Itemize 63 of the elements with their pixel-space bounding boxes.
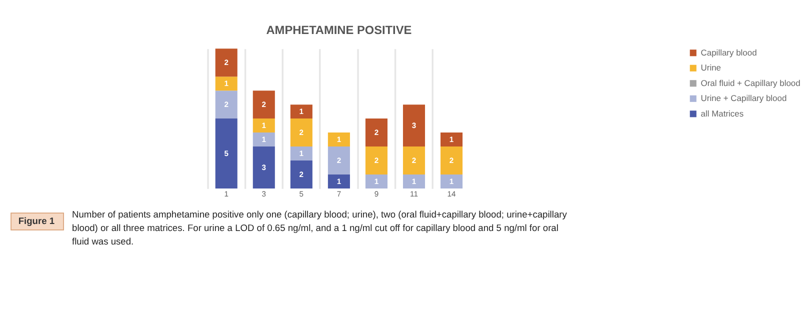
data-label: 1 <box>336 177 342 186</box>
data-label: 2 <box>224 100 228 110</box>
x-tick-label: 1 <box>224 190 228 199</box>
bar <box>215 90 238 119</box>
bar <box>215 118 238 188</box>
bar <box>290 146 312 160</box>
data-label: 2 <box>224 58 228 68</box>
x-tick-label: 3 <box>262 190 266 199</box>
bar <box>215 48 238 77</box>
data-label: 1 <box>299 107 304 116</box>
data-label: 2 <box>412 156 416 166</box>
text: Number of patients amphetamine positive only one (capillary blood; urine), two (oral fluid+capillary blood; urine+capillary blood) or all three matrices. For urine a LOD of 0.65 ng/ml, and a 1 ng/ml cut off for capillary blood and 5 ng/ml for oral fluid was used. <box>72 209 568 246</box>
bar <box>402 174 426 188</box>
bar <box>252 118 275 133</box>
data-label: 1 <box>299 149 304 158</box>
bar <box>252 90 275 119</box>
chart-title: AMPHETAMINE POSITIVE <box>266 23 412 38</box>
legend-label: Urine <box>700 62 722 73</box>
x-tick-label: 11 <box>410 190 418 199</box>
x-tick-label: 5 <box>299 190 304 199</box>
data-label: 1 <box>374 177 380 186</box>
data-label: 1 <box>449 135 454 144</box>
bar <box>365 174 388 188</box>
data-label: 2 <box>374 156 379 166</box>
bar <box>365 118 388 147</box>
bar <box>402 146 426 174</box>
data-label: 2 <box>449 156 454 166</box>
data-label: 1 <box>449 177 454 186</box>
data-label: 1 <box>262 135 267 144</box>
bar <box>290 104 312 119</box>
bar <box>290 118 312 147</box>
legend-label: Urine + Capillary blood <box>700 93 787 104</box>
bar <box>252 132 275 147</box>
caption: Figure 1 <box>18 216 55 226</box>
data-label: 2 <box>299 170 304 180</box>
legend-label: all Matrices <box>700 108 744 118</box>
data-label: 2 <box>299 128 304 138</box>
bar <box>328 146 350 174</box>
bar <box>402 104 426 147</box>
data-label: 3 <box>412 121 416 130</box>
bar <box>215 76 238 91</box>
bar <box>290 160 312 188</box>
bar <box>440 174 463 188</box>
legend-label: Oral fluid + Capillary blood <box>700 78 801 88</box>
data-label: 2 <box>374 128 379 138</box>
legend-label: Capillary blood <box>700 47 758 58</box>
bar <box>328 174 350 188</box>
bar <box>440 146 463 174</box>
data-label: 2 <box>262 100 266 110</box>
bar <box>365 146 388 174</box>
bar <box>328 132 350 147</box>
x-tick-label: 14 <box>447 190 457 199</box>
x-tick-label: 9 <box>374 190 379 199</box>
bar <box>440 132 463 147</box>
data-label: 2 <box>336 156 342 166</box>
data-label: 1 <box>336 135 342 144</box>
x-tick-label: 7 <box>336 190 342 199</box>
bar <box>252 146 275 188</box>
data-label: 1 <box>412 177 417 186</box>
data-label: 1 <box>262 121 267 130</box>
data-label: 1 <box>224 79 230 88</box>
data-label: 5 <box>224 149 230 158</box>
data-label: 3 <box>262 163 266 172</box>
